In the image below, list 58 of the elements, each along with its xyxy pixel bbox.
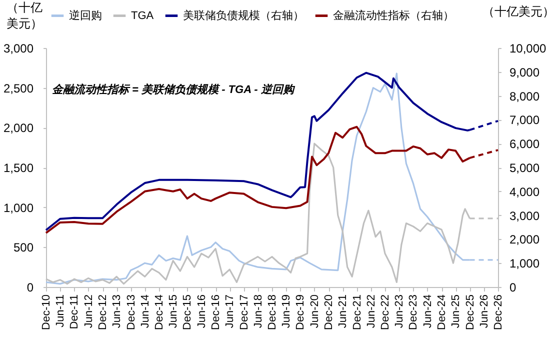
x-tick-label: Jun-23 xyxy=(394,294,406,328)
x-tick-label: Dec-15 xyxy=(182,294,194,330)
x-tick-label: Dec-23 xyxy=(408,294,420,330)
y-tick-label: 2,000 xyxy=(3,121,34,136)
x-tick-label: Jun-20 xyxy=(308,294,321,328)
x-tick-label: Dec-10 xyxy=(40,294,52,330)
x-tick-label: Dec-26 xyxy=(492,294,504,330)
y-tick-label: 0 xyxy=(26,280,34,294)
y2-tick-label: 8,000 xyxy=(510,89,540,104)
y-tick-label: 3,000 xyxy=(3,42,34,56)
y2-tick-label: 6,000 xyxy=(510,137,540,152)
x-tick-label: Dec-24 xyxy=(436,294,448,330)
y2-tick-label: 2,000 xyxy=(510,232,540,247)
y-tick-label: 1,000 xyxy=(3,200,34,215)
x-tick-label: Dec-21 xyxy=(351,294,364,330)
x-tick-label: Jun-17 xyxy=(224,294,236,328)
x-tick-label: Dec-22 xyxy=(380,294,392,330)
legend-label: 逆回购 xyxy=(69,8,102,22)
x-tick-label: Jun-11 xyxy=(54,294,67,328)
x-tick-label: Jun-12 xyxy=(82,294,95,328)
y2-tick-label: 4,000 xyxy=(510,184,540,199)
y2-tick-label: 7,000 xyxy=(510,113,540,128)
y2-axis-title: （十亿美元） xyxy=(482,4,550,18)
x-tick-label: Dec-20 xyxy=(323,294,336,330)
legend-label: TGA xyxy=(131,10,154,22)
y-tick-label: 1,500 xyxy=(3,161,34,175)
y-tick-label: 2,500 xyxy=(3,81,34,96)
y-tick-label: 500 xyxy=(13,240,34,255)
x-tick-label: Jun-26 xyxy=(478,294,490,328)
x-tick-label: Dec-17 xyxy=(238,294,250,330)
y-axis-title: （十亿美元） xyxy=(6,0,42,30)
x-tick-label: Jun-19 xyxy=(280,294,293,328)
x-tick-label: Jun-21 xyxy=(337,294,350,328)
annotation: 金融流动性指标 = 美联储负债规模 - TGA - 逆回购 xyxy=(52,83,296,96)
y2-tick-label: 10,000 xyxy=(510,42,547,56)
x-tick-label: Dec-18 xyxy=(266,294,278,330)
y2-tick-label: 0 xyxy=(510,280,516,294)
x-tick-label: Jun-22 xyxy=(365,294,378,328)
y2-tick-label: 9,000 xyxy=(510,65,540,80)
x-tick-label: Jun-13 xyxy=(111,294,124,328)
x-tick-label: Jun-14 xyxy=(139,294,152,328)
x-tick-label: Dec-13 xyxy=(125,294,138,330)
legend-label: 金融流动性指标（右轴） xyxy=(333,8,454,22)
x-tick-label: Dec-25 xyxy=(464,294,476,330)
x-tick-label: Jun-25 xyxy=(450,294,462,328)
y2-tick-label: 5,000 xyxy=(510,161,540,175)
x-tick-label: Dec-12 xyxy=(97,294,110,330)
x-tick-label: Jun-18 xyxy=(252,294,264,328)
x-tick-label: Jun-24 xyxy=(422,294,434,328)
legend-label: 美联储负债规模（右轴） xyxy=(183,8,304,22)
x-tick-label: Dec-19 xyxy=(294,294,307,330)
x-tick-label: Dec-14 xyxy=(154,294,166,330)
x-tick-label: Dec-16 xyxy=(210,294,222,330)
y2-tick-label: 3,000 xyxy=(510,208,540,223)
x-tick-label: Jun-16 xyxy=(196,294,208,328)
x-tick-label: Jun-15 xyxy=(168,294,180,328)
x-tick-label: Dec-11 xyxy=(68,294,81,330)
y2-tick-label: 1,000 xyxy=(510,256,540,271)
